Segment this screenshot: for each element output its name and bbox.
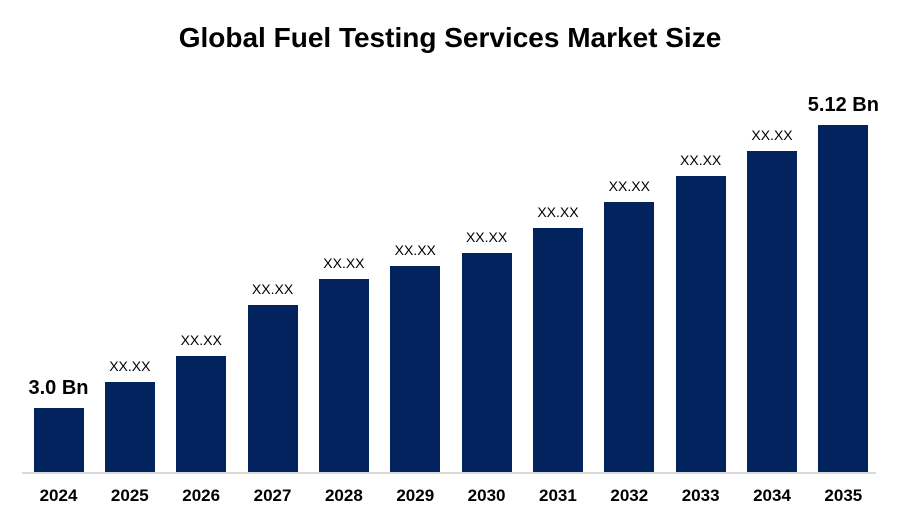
value-label-2024: 3.0 Bn	[28, 377, 89, 399]
bar-2027	[247, 305, 298, 472]
x-tick-2032: 2032	[610, 486, 649, 505]
bar-2035	[818, 125, 869, 472]
value-label-2028: XX.XX	[323, 255, 365, 271]
bar-2034	[747, 151, 797, 472]
x-tick-2035: 2035	[824, 486, 863, 505]
x-tick-2030: 2030	[467, 486, 506, 505]
value-label-2034: XX.XX	[751, 127, 793, 143]
x-tick-2031: 2031	[539, 486, 577, 505]
bar-2028	[318, 279, 369, 472]
bar-2026	[176, 356, 227, 472]
value-label-2033: XX.XX	[680, 152, 722, 168]
bar-2032	[604, 202, 655, 472]
x-tick-2024: 2024	[39, 486, 78, 505]
x-tick-2025: 2025	[110, 486, 149, 505]
value-label-2027: XX.XX	[251, 281, 294, 297]
bar-2033	[675, 176, 726, 472]
bar-2029	[390, 266, 441, 472]
bar-2030	[461, 253, 512, 472]
value-label-2031: XX.XX	[537, 204, 579, 220]
value-label-2025: XX.XX	[109, 358, 151, 374]
value-label-2026: XX.XX	[180, 332, 222, 348]
x-tick-2029: 2029	[396, 486, 435, 505]
bar-2025	[104, 382, 155, 472]
x-tick-2034: 2034	[753, 486, 791, 505]
bar-2031	[532, 228, 583, 472]
value-label-2032: XX.XX	[608, 178, 650, 194]
value-label-2029: XX.XX	[394, 242, 436, 258]
bar-2024	[33, 408, 84, 472]
chart-title: Global Fuel Testing Services Market Size	[178, 22, 722, 53]
x-tick-2033: 2033	[681, 486, 720, 505]
x-tick-2026: 2026	[182, 486, 221, 505]
x-tick-2027: 2027	[253, 486, 292, 505]
value-label-2035: 5.12 Bn	[807, 94, 879, 116]
value-label-2030: XX.XX	[465, 229, 508, 245]
x-axis-baseline	[22, 472, 876, 474]
x-tick-2028: 2028	[324, 486, 363, 505]
